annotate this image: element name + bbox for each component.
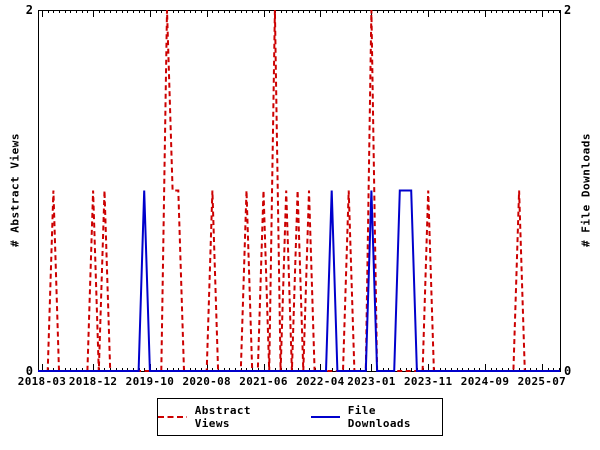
series-line-file-downloads [38,189,560,372]
dashed-line-sample-icon [158,416,187,418]
x-tick-label: 2025-07 [518,375,566,388]
x-axis-tick-labels: 2018-03 2018-12 2019-10 2020-08 2021-06 2022-… [18,375,566,388]
x-axis-ticks [38,10,560,372]
plot-border [38,10,561,372]
y-axis-label-left: # Abstract Views [8,133,22,247]
legend-label: File Downloads [347,404,411,430]
legend: Abstract Views File Downloads [157,398,443,436]
y-left-tick-min: 0 [25,364,33,378]
series-line-abstract-views [38,9,560,372]
x-tick-label: 2024-09 [461,375,509,388]
x-tick-label: 2023-11 [404,375,453,388]
x-tick-label: 2023-01 [347,375,396,388]
legend-label: Abstract Views [194,404,251,430]
solid-line-sample-icon [311,416,340,418]
x-tick-label: 2021-06 [239,375,288,388]
x-tick-label: 2022-04 [296,375,345,388]
legend-entry-abstract-views: Abstract Views [158,404,289,430]
x-tick-label: 2018-12 [69,375,117,388]
legend-entry-file-downloads: File Downloads [311,404,442,430]
y-axis-label-right: # File Downloads [579,133,593,247]
y-right-tick-min: 0 [564,364,572,378]
x-tick-label: 2018-03 [18,375,66,388]
x-tick-label: 2019-10 [126,375,174,388]
x-tick-label: 2020-08 [182,375,230,388]
y-right-tick-max: 2 [564,3,572,17]
y-left-tick-max: 2 [25,3,33,17]
